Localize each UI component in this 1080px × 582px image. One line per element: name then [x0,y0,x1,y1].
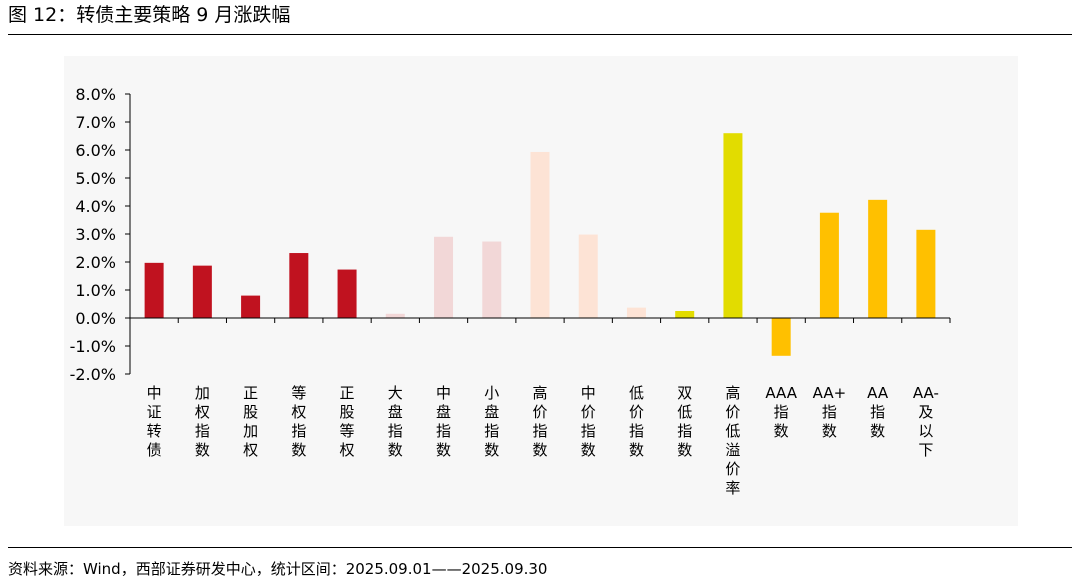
x-category-label: 大盘指数 [388,384,403,459]
x-category-label: AA 指数 [867,384,889,440]
bar [434,236,454,318]
x-category-label: 中价指数 [581,384,596,459]
y-tick-label: 0.0% [75,309,116,328]
bar [723,133,743,318]
y-tick-label: 3.0% [75,225,116,244]
figure-title: 图 12：转债主要策略 9 月涨跌幅 [8,4,291,26]
source-note: 资料来源：Wind，西部证券研发中心，统计区间：2025.09.01——2025… [8,560,548,578]
bar [482,241,502,318]
bar [578,234,598,318]
bar [626,307,646,318]
x-category-label: 高价低溢价率 [725,384,740,497]
y-tick-label: 1.0% [75,281,116,300]
x-category-label: AA+指数 [813,384,847,440]
bar [771,318,791,356]
x-category-label: 双低指数 [677,384,692,459]
bar [144,262,164,318]
y-tick-label: 7.0% [75,113,116,132]
bar [819,212,839,318]
bar [675,311,695,318]
bottom-rule [8,547,1072,548]
x-category-label: 小盘指数 [484,384,499,459]
bars [144,133,936,356]
y-tick-label: 4.0% [75,197,116,216]
bar [337,269,357,318]
axes [129,94,951,374]
top-rule [8,34,1072,35]
y-tick-label: -2.0% [70,365,116,384]
y-tick-label: 2.0% [75,253,116,272]
x-category-label: 中盘指数 [436,384,451,459]
y-tick-label: -1.0% [70,337,116,356]
bar [868,199,888,318]
x-category-label: AAA 指数 [765,384,797,440]
y-axis-ticks: -2.0% -1.0% 0.0% 1.0% 2.0% 3.0% 4.0% 5.0% 6.0% 7.… [70,85,130,384]
x-category-label: 低价指数 [629,384,644,459]
x-category-label: 加权指数 [195,384,210,459]
bar [192,265,212,318]
x-category-label: 高价指数 [532,384,547,459]
y-tick-label: 6.0% [75,141,116,160]
bar [289,253,309,318]
bar [241,295,261,318]
x-category-label: 等权指数 [291,384,306,459]
bar [530,151,550,318]
y-tick-label: 5.0% [75,169,116,188]
bar [916,229,936,318]
x-category-label: 正股等权 [340,384,355,459]
y-tick-label: 8.0% [75,85,116,104]
x-category-label: AA-及以下 [913,384,939,459]
x-axis-labels: 中证转债 加权指数 正股加权 等权指数 正股等权 大盘指数 中盘指数 小盘指数 高价指数 中价指数… [147,384,939,497]
x-category-label: 中证转债 [147,384,162,459]
bar [385,313,405,318]
x-category-label: 正股加权 [243,384,258,459]
